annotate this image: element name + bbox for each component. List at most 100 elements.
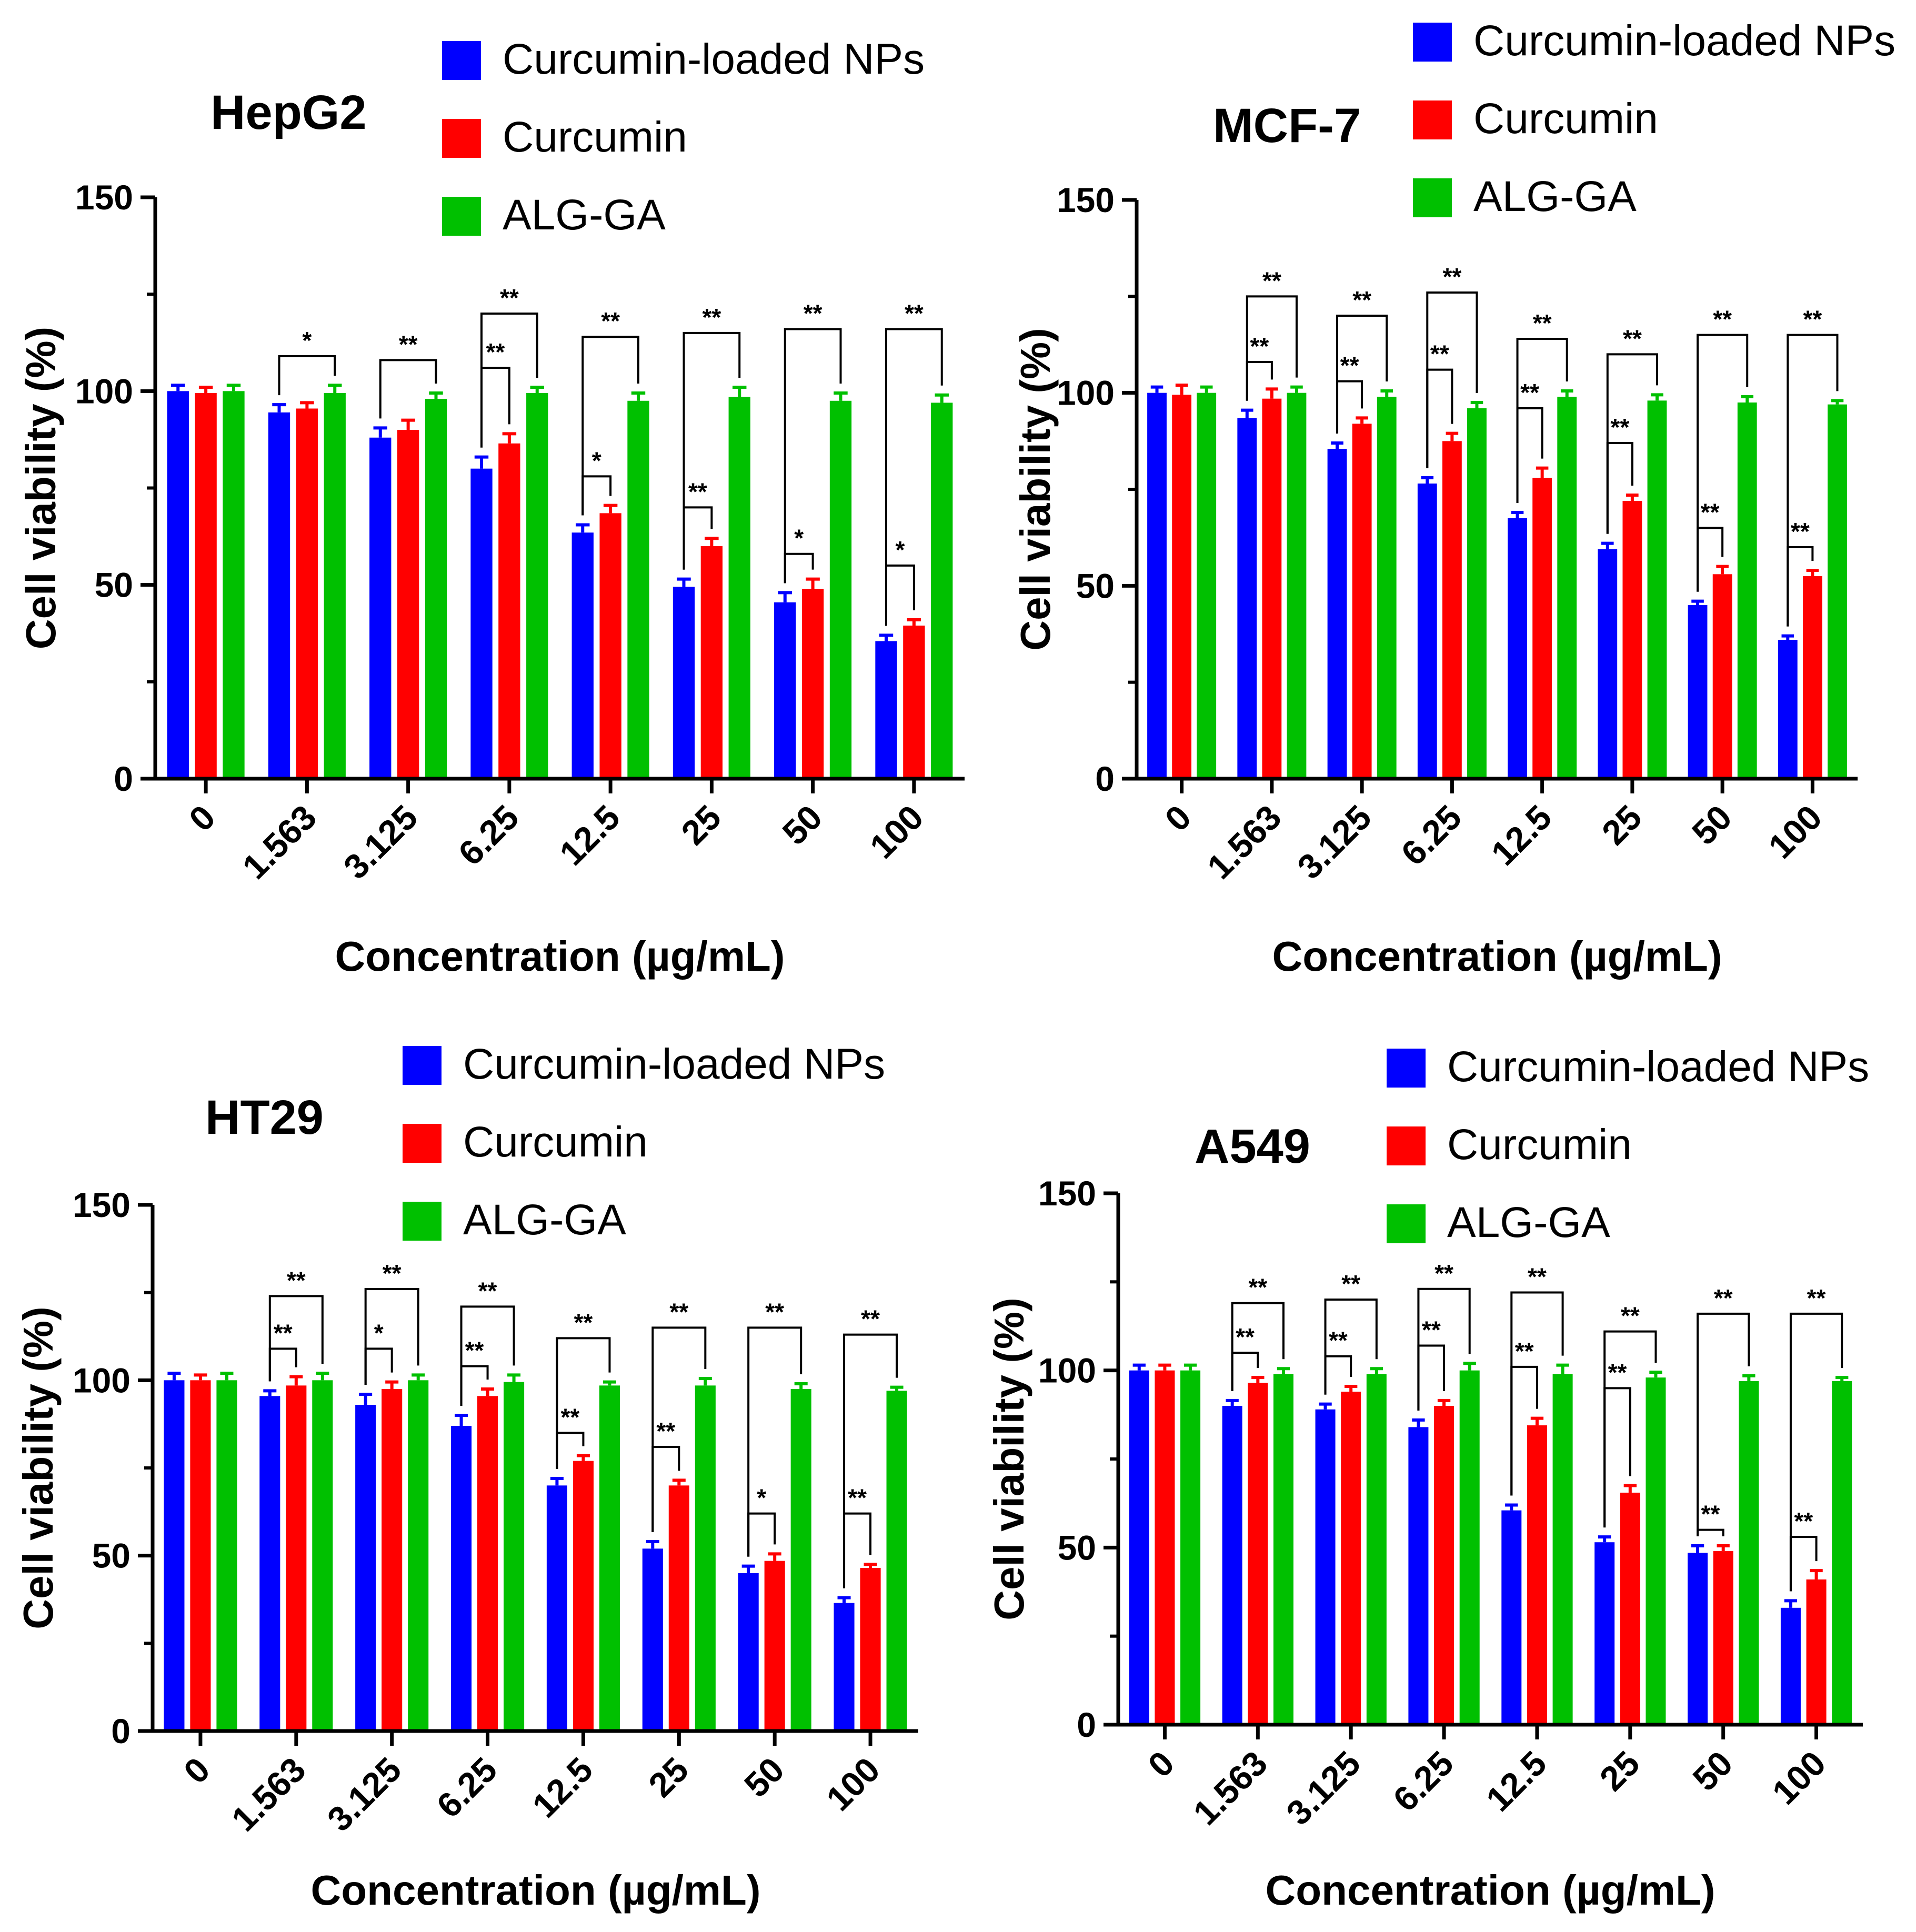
- x-tick-label: 12.5: [1479, 1744, 1554, 1819]
- chart-title: HT29: [205, 1091, 324, 1144]
- bar-2-7: [1832, 1381, 1852, 1725]
- bar-0-5: [1594, 1542, 1615, 1725]
- bar-0-6: [774, 602, 796, 779]
- significance-label: **: [1608, 1359, 1627, 1386]
- bar-2-6: [1739, 1381, 1759, 1725]
- bar-2-6: [829, 400, 852, 779]
- significance-bracket: [1697, 1312, 1750, 1536]
- significance-bracket: [480, 367, 510, 448]
- bar-2-5: [1646, 1377, 1666, 1725]
- significance-label: **: [486, 338, 505, 366]
- x-tick-label: 50: [1685, 1744, 1740, 1798]
- y-tick-label: 0: [111, 1712, 131, 1750]
- significance-bracket: [268, 1295, 324, 1382]
- significance-label: **: [1528, 1263, 1547, 1291]
- bar-0-2: [369, 437, 392, 779]
- x-tick-label: 6.25: [429, 1750, 504, 1825]
- significance-label: *: [794, 525, 804, 552]
- significance-bracket: [556, 1337, 611, 1469]
- x-tick-label: 100: [1764, 1744, 1833, 1812]
- bar-0-3: [1408, 1427, 1429, 1725]
- y-tick-label: 0: [114, 759, 133, 798]
- y-tick-label: 50: [1076, 566, 1115, 605]
- significance-bracket: [581, 475, 612, 516]
- significance-label: *: [374, 1319, 384, 1346]
- y-axis-label: Cell viability (%): [1012, 328, 1059, 650]
- significance-bracket: [843, 1333, 898, 1588]
- x-tick-label: 3.125: [336, 798, 425, 887]
- significance-bracket: [747, 1326, 802, 1557]
- bar-0-3: [470, 468, 493, 779]
- significance-label: *: [757, 1484, 766, 1512]
- bar-1-2: [1352, 424, 1372, 779]
- significance-label: **: [1442, 263, 1461, 290]
- y-tick-label: 100: [73, 1361, 131, 1400]
- legend-entry: Curcumin: [1473, 95, 1658, 143]
- legend-swatch: [442, 197, 481, 236]
- significance-bracket: [1324, 1299, 1378, 1395]
- significance-label: **: [1714, 1284, 1733, 1312]
- x-tick-label: 0: [182, 798, 223, 839]
- chart-title: MCF-7: [1213, 99, 1361, 153]
- significance-bracket: [278, 355, 336, 396]
- y-tick-label: 50: [1058, 1528, 1096, 1567]
- significance-bracket: [460, 1305, 515, 1406]
- significance-label: **: [1250, 333, 1269, 360]
- bar-2-5: [1647, 400, 1667, 779]
- bar-2-4: [1552, 1374, 1573, 1725]
- bar-0-7: [1778, 640, 1798, 779]
- chart-panel-mcf-7: MCF-7 Curcumin-loaded NPs Curcumin ALG-GA 0 5…: [1012, 17, 1895, 980]
- legend-entry: Curcumin: [463, 1118, 648, 1166]
- significance-label: **: [1430, 340, 1449, 368]
- bar-1-2: [1341, 1392, 1361, 1725]
- x-tick-label: 1.563: [1200, 798, 1289, 887]
- legend-entry: Curcumin: [1447, 1121, 1632, 1169]
- bar-1-1: [1262, 398, 1282, 779]
- bar-2-4: [599, 1385, 620, 1731]
- significance-label: **: [601, 307, 620, 335]
- y-tick-label: 150: [75, 178, 133, 217]
- bar-0-3: [1417, 484, 1437, 779]
- x-axis-label: Concentration (µg/mL): [1272, 933, 1722, 980]
- bar-1-6: [801, 589, 824, 779]
- significance-label: **: [1713, 306, 1732, 333]
- significance-label: **: [688, 478, 707, 505]
- x-tick-label: 50: [737, 1750, 791, 1805]
- significance-label: **: [1520, 379, 1539, 406]
- significance-bracket: [1417, 1287, 1471, 1411]
- significance-label: **: [1341, 1270, 1360, 1297]
- bar-2-3: [504, 1382, 525, 1731]
- y-tick-label: 50: [92, 1536, 131, 1575]
- x-tick-label: 0: [176, 1750, 217, 1791]
- chart-panel-a549: A549 Curcumin-loaded NPs Curcumin ALG-GA 0 50…: [986, 1043, 1869, 1914]
- x-tick-label: 3.125: [1279, 1744, 1368, 1833]
- significance-bracket: [784, 328, 842, 583]
- bar-2-3: [1459, 1370, 1480, 1725]
- x-tick-label: 25: [1592, 1744, 1647, 1798]
- bar-1-6: [764, 1561, 785, 1731]
- bar-1-3: [1434, 1406, 1454, 1725]
- bar-1-5: [668, 1485, 689, 1731]
- x-tick-label: 6.25: [451, 798, 526, 873]
- bar-1-0: [1172, 395, 1192, 779]
- bar-1-6: [1712, 574, 1732, 779]
- bar-2-3: [526, 393, 548, 779]
- bar-1-0: [195, 393, 217, 779]
- significance-bracket: [885, 564, 915, 626]
- significance-bracket: [1336, 315, 1388, 434]
- x-tick-label: 6.25: [1393, 798, 1469, 873]
- x-axis-label: Concentration (µg/mL): [311, 1867, 761, 1914]
- significance-label: **: [765, 1298, 784, 1325]
- significance-label: **: [669, 1298, 688, 1325]
- significance-label: **: [656, 1417, 675, 1445]
- bar-2-2: [425, 399, 447, 779]
- significance-label: **: [1791, 518, 1810, 545]
- legend-swatch: [403, 1046, 442, 1085]
- significance-label: **: [1248, 1274, 1267, 1301]
- y-tick-label: 150: [1038, 1174, 1096, 1213]
- bar-2-4: [1557, 397, 1577, 779]
- x-tick-label: 12.5: [525, 1750, 600, 1825]
- x-axis-label: Concentration (µg/mL): [335, 933, 785, 980]
- y-tick-label: 0: [1077, 1705, 1096, 1744]
- legend-swatch: [1387, 1126, 1426, 1165]
